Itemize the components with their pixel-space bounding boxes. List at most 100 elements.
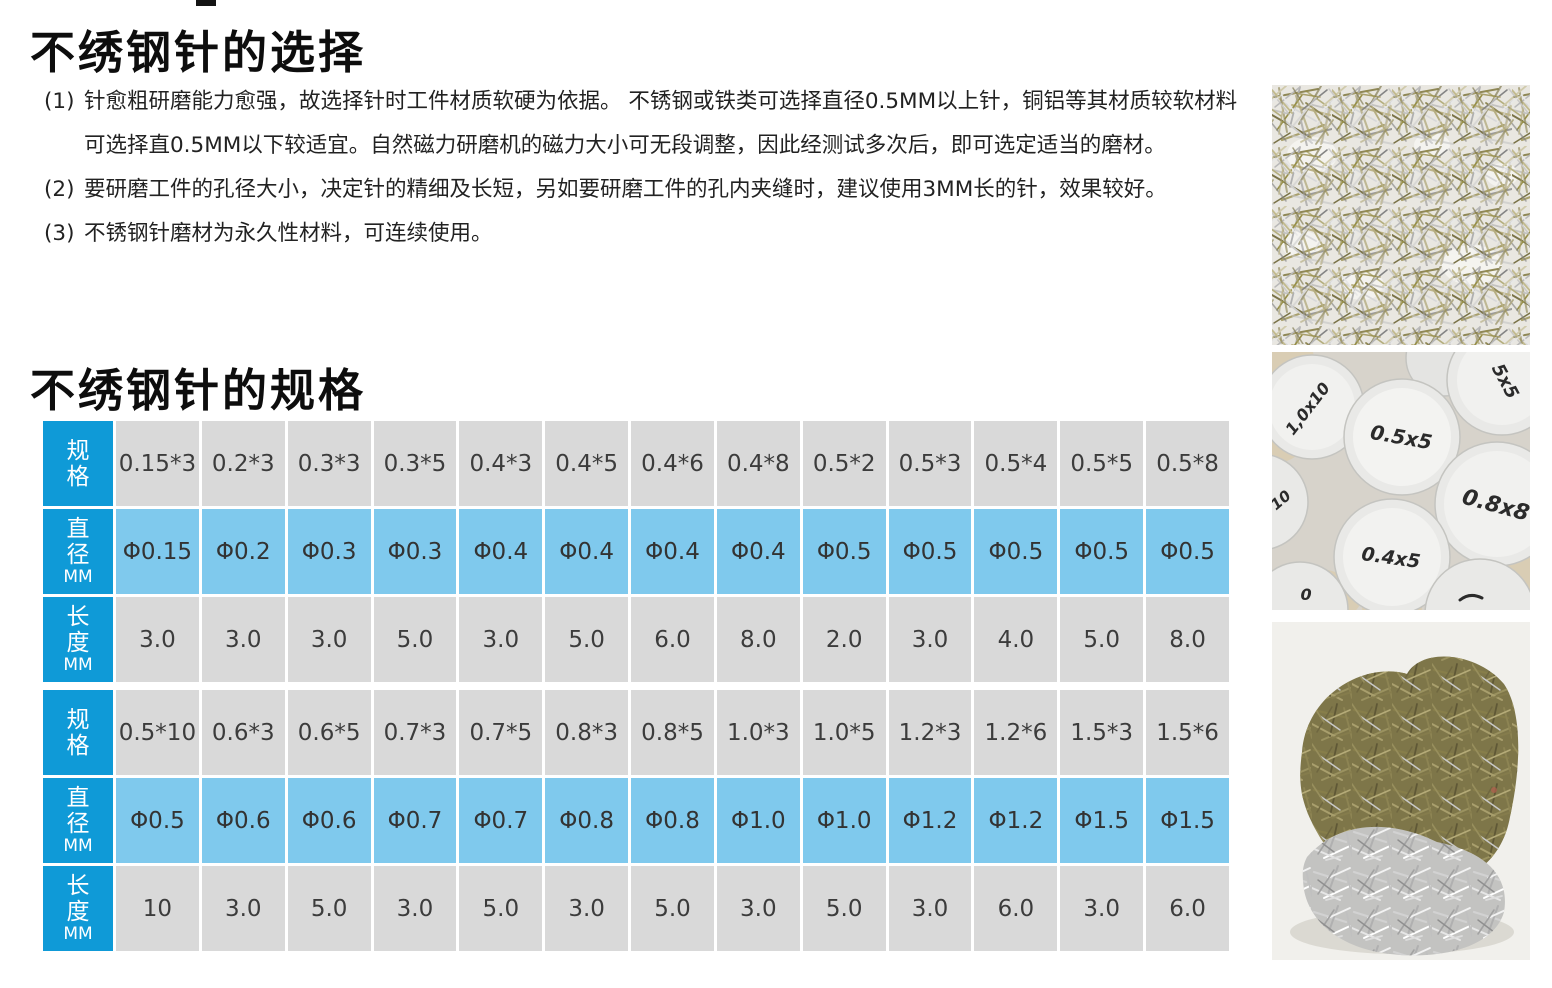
note-number: (3) <box>44 221 75 246</box>
length-cell: 3.0 <box>287 597 371 682</box>
length-cell: 10 <box>116 866 199 951</box>
length-cell: 3.0 <box>716 866 800 951</box>
spec-cell: 1.2*3 <box>888 690 972 775</box>
spec-cell: 0.5*3 <box>888 421 972 506</box>
diameter-cell: Φ0.4 <box>545 509 629 594</box>
length-cell: 3.0 <box>545 866 629 951</box>
length-cell: 2.0 <box>802 597 886 682</box>
length-cell: 8.0 <box>1146 597 1229 682</box>
spec-cell: 1.0*3 <box>716 690 800 775</box>
spec-table-2: 规格 0.5*10 0.6*3 0.6*5 0.7*3 0.7*5 0.8*3 0.8*5 1.… <box>40 687 1232 954</box>
length-cell: 3.0 <box>888 866 972 951</box>
spec-cell: 0.8*5 <box>631 690 714 775</box>
specification-tables: 规格 0.15*3 0.2*3 0.3*3 0.3*5 0.4*3 0.4*5 0.4*6 0.… <box>40 418 1232 954</box>
row-header-diameter: 直径 MM <box>43 778 113 863</box>
spec-cell: 0.3*3 <box>287 421 371 506</box>
spec-cell: 0.2*3 <box>201 421 285 506</box>
cap-label: 0 <box>1300 585 1311 604</box>
diameter-cell: Φ0.8 <box>631 778 714 863</box>
length-cell: 5.0 <box>459 866 543 951</box>
length-cell: 4.0 <box>974 597 1058 682</box>
spec-cell: 0.4*6 <box>631 421 714 506</box>
length-cell: 6.0 <box>974 866 1058 951</box>
diameter-cell: Φ0.7 <box>373 778 457 863</box>
diameter-cell: Φ0.7 <box>459 778 543 863</box>
row-header-spec: 规格 <box>43 690 113 775</box>
diameter-cell: Φ0.5 <box>1146 509 1229 594</box>
labeled-caps-photo: 5x5 10 1,0x10 0.5x5 0.8x8 0.4x5 0 <box>1272 352 1530 610</box>
row-header-spec: 规格 <box>43 421 113 506</box>
spec-cell: 0.5*8 <box>1146 421 1229 506</box>
row-header-diameter: 直径 MM <box>43 509 113 594</box>
row-header-length: 长度 MM <box>43 597 113 682</box>
diameter-cell: Φ0.15 <box>116 509 199 594</box>
diameter-cell: Φ1.0 <box>802 778 886 863</box>
spec-table-1: 规格 0.15*3 0.2*3 0.3*3 0.3*5 0.4*3 0.4*5 0.4*6 0.… <box>40 418 1232 685</box>
length-cell: 3.0 <box>116 597 199 682</box>
length-cell: 5.0 <box>287 866 371 951</box>
diameter-cell: Φ0.5 <box>888 509 972 594</box>
spec-cell: 0.4*8 <box>716 421 800 506</box>
spec-cell: 0.3*5 <box>373 421 457 506</box>
table-row-diameter: 直径 MM Φ0.15 Φ0.2 Φ0.3 Φ0.3 Φ0.4 Φ0.4 Φ0.4 Φ0.4 Φ0.… <box>43 509 1229 594</box>
diameter-cell: Φ1.0 <box>716 778 800 863</box>
diameter-cell: Φ1.5 <box>1060 778 1144 863</box>
length-cell: 5.0 <box>373 597 457 682</box>
diameter-cell: Φ0.3 <box>373 509 457 594</box>
diameter-cell: Φ0.5 <box>974 509 1058 594</box>
length-cell: 3.0 <box>1060 866 1144 951</box>
diameter-cell: Φ0.4 <box>459 509 543 594</box>
length-cell: 3.0 <box>888 597 972 682</box>
spec-cell: 0.7*3 <box>373 690 457 775</box>
spec-cell: 1.5*6 <box>1146 690 1229 775</box>
table-row-length: 长度 MM 10 3.0 5.0 3.0 5.0 3.0 5.0 3.0 5.0 3.0 6.0 3.0 6… <box>43 866 1229 951</box>
length-cell: 6.0 <box>631 597 714 682</box>
note-item-2: (2) 要研磨工件的孔径大小，决定针的精细及长短，另如要研磨工件的孔内夹缝时，建议… <box>44 168 1242 212</box>
diameter-cell: Φ0.3 <box>287 509 371 594</box>
diameter-cell: Φ1.2 <box>974 778 1058 863</box>
diameter-cell: Φ0.6 <box>287 778 371 863</box>
length-cell: 5.0 <box>1060 597 1144 682</box>
diameter-cell: Φ0.2 <box>201 509 285 594</box>
table-row-diameter: 直径 MM Φ0.5 Φ0.6 Φ0.6 Φ0.7 Φ0.7 Φ0.8 Φ0.8 Φ1.0 Φ1.0… <box>43 778 1229 863</box>
diameter-cell: Φ1.5 <box>1146 778 1229 863</box>
table-row-spec: 规格 0.15*3 0.2*3 0.3*3 0.3*5 0.4*3 0.4*5 0.4*6 0.… <box>43 421 1229 506</box>
note-item-3: (3) 不锈钢针磨材为永久性材料，可连续使用。 <box>44 212 1242 256</box>
diameter-cell: Φ0.5 <box>116 778 199 863</box>
diameter-cell: Φ0.8 <box>545 778 629 863</box>
spec-cell: 1.0*5 <box>802 690 886 775</box>
diameter-cell: Φ0.5 <box>802 509 886 594</box>
length-cell: 3.0 <box>373 866 457 951</box>
product-photos: 5x5 10 1,0x10 0.5x5 0.8x8 0.4x5 0 <box>1272 85 1530 960</box>
row-header-length: 长度 MM <box>43 866 113 951</box>
length-cell: 5.0 <box>802 866 886 951</box>
spec-cell: 0.5*4 <box>974 421 1058 506</box>
spec-cell: 0.4*5 <box>545 421 629 506</box>
diameter-cell: Φ0.4 <box>631 509 714 594</box>
section-title-selection: 不绣钢针的选择 <box>30 26 367 79</box>
spec-cell: 0.5*5 <box>1060 421 1144 506</box>
diameter-cell: Φ0.6 <box>201 778 285 863</box>
spec-cell: 0.6*5 <box>287 690 371 775</box>
table-row-length: 长度 MM 3.0 3.0 3.0 5.0 3.0 5.0 6.0 8.0 2.0 3.0 4.0 5.0… <box>43 597 1229 682</box>
spec-cell: 0.5*10 <box>116 690 199 775</box>
spec-cell: 1.2*6 <box>974 690 1058 775</box>
note-number: (1) <box>44 89 75 114</box>
length-cell: 6.0 <box>1146 866 1229 951</box>
diameter-cell: Φ0.5 <box>1060 509 1144 594</box>
note-text: 要研磨工件的孔径大小，决定针的精细及长短，另如要研磨工件的孔内夹缝时，建议使用3… <box>84 177 1167 202</box>
needles-heap-photo <box>1272 622 1530 960</box>
spec-cell: 0.4*3 <box>459 421 543 506</box>
length-cell: 3.0 <box>201 866 285 951</box>
note-number: (2) <box>44 177 75 202</box>
diameter-cell: Φ0.4 <box>716 509 800 594</box>
crop-artifact <box>196 0 216 6</box>
note-text: 针愈粗研磨能力愈强，故选择针时工件材质软硬为依据。 不锈钢或铁类可选择直径0.5… <box>84 89 1238 158</box>
length-cell: 5.0 <box>631 866 714 951</box>
table-row-spec: 规格 0.5*10 0.6*3 0.6*5 0.7*3 0.7*5 0.8*3 0.8*5 1.… <box>43 690 1229 775</box>
needles-pile-photo <box>1272 85 1530 345</box>
length-cell: 5.0 <box>545 597 629 682</box>
spec-cell: 0.7*5 <box>459 690 543 775</box>
spec-cell: 0.5*2 <box>802 421 886 506</box>
